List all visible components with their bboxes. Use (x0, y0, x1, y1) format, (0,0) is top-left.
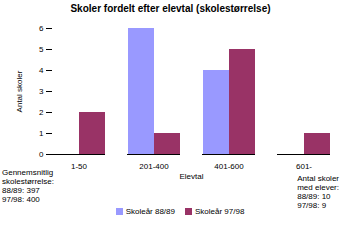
html-text:skolestørrelse:: skolestørrelse: (2, 177, 54, 186)
html-text:97/98: 400: 97/98: 400 (2, 195, 40, 204)
html-text:Antal skoler: Antal skoler (297, 174, 339, 183)
svg-text:1: 1 (39, 129, 44, 138)
svg-text:2: 2 (39, 108, 44, 117)
svg-text:201-400: 201-400 (139, 162, 169, 171)
html-text:97/98: 9: 97/98: 9 (297, 201, 327, 210)
html-text:88/89: 397: 88/89: 397 (2, 186, 40, 195)
svg-text:0: 0 (39, 150, 44, 159)
svg-text:401-600: 401-600 (214, 162, 244, 171)
html-text:med elever:: med elever: (297, 183, 339, 192)
svg-text:1-50: 1-50 (71, 162, 88, 171)
html-text:Skoleår 88/89: Skoleår 88/89 (125, 207, 175, 216)
html-text:88/89: 10: 88/89: 10 (297, 192, 331, 201)
svg-text:Elevtal: Elevtal (179, 172, 203, 181)
html-text:Skoler fordelt efter elevtal (: Skoler fordelt efter elevtal (skolestørr… (70, 3, 271, 14)
html-text:Gennemsnitlig: Gennemsnitlig (2, 168, 54, 177)
svg-text:3: 3 (39, 87, 44, 96)
svg-text:5: 5 (39, 45, 44, 54)
svg-text:4: 4 (39, 66, 44, 75)
svg-text:Antal skoler: Antal skoler (15, 70, 24, 112)
html-text:Skoleår 97/98: Skoleår 97/98 (195, 207, 245, 216)
svg-text:601-: 601- (296, 162, 312, 171)
svg-text:6: 6 (39, 24, 44, 33)
